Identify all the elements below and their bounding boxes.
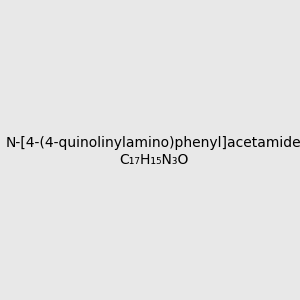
Text: N-[4-(4-quinolinylamino)phenyl]acetamide
C₁₇H₁₅N₃O: N-[4-(4-quinolinylamino)phenyl]acetamide… — [6, 136, 300, 166]
